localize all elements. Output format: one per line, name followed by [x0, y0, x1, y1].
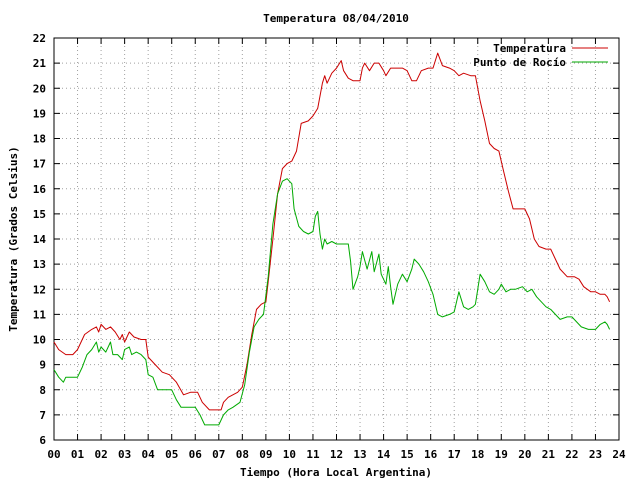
y-tick-label: 7	[39, 409, 46, 422]
y-tick-label: 20	[33, 82, 46, 95]
x-tick-label: 12	[330, 448, 343, 461]
x-tick-label: 08	[236, 448, 249, 461]
x-tick-label: 06	[189, 448, 203, 461]
x-tick-label: 01	[71, 448, 85, 461]
x-tick-label: 21	[542, 448, 556, 461]
x-tick-label: 02	[94, 448, 107, 461]
x-tick-label: 18	[471, 448, 484, 461]
y-tick-label: 8	[39, 384, 46, 397]
x-tick-label: 04	[142, 448, 156, 461]
series-line-0	[53, 52, 611, 411]
grid-lines	[54, 38, 619, 440]
x-tick-label: 19	[495, 448, 508, 461]
y-tick-label: 9	[39, 359, 46, 372]
y-tick-label: 21	[33, 57, 47, 70]
x-tick-label: 05	[165, 448, 178, 461]
y-tick-label: 19	[33, 107, 46, 120]
x-tick-label: 23	[589, 448, 602, 461]
y-tick-labels: 6 7 8 9 10 11 12 13 14 15 16 17 18 19 20 21 22	[33, 32, 47, 447]
y-tick-label: 12	[33, 283, 46, 296]
x-tick-label: 09	[259, 448, 272, 461]
y-tick-label: 13	[33, 258, 46, 271]
tick-marks	[53, 37, 620, 441]
x-tick-label: 16	[424, 448, 438, 461]
y-tick-label: 17	[33, 158, 46, 171]
y-tick-label: 15	[33, 208, 46, 221]
x-tick-label: 14	[377, 448, 391, 461]
x-tick-label: 15	[401, 448, 414, 461]
x-tick-label: 11	[306, 448, 320, 461]
x-tick-label: 10	[283, 448, 296, 461]
x-tick-label: 22	[565, 448, 578, 461]
legend: Temperatura Punto de Rocío	[473, 42, 608, 69]
x-tick-label: 20	[518, 448, 531, 461]
series-layer	[53, 52, 611, 426]
y-tick-label: 11	[33, 308, 47, 321]
legend-label-temperatura: Temperatura	[493, 42, 566, 55]
chart-title: Temperatura 08/04/2010	[263, 12, 409, 25]
y-tick-label: 22	[33, 32, 46, 45]
x-axis-label: Tiempo (Hora Local Argentina)	[240, 466, 432, 479]
y-tick-label: 14	[33, 233, 47, 246]
series-line-1	[53, 178, 611, 426]
y-axis-label: Temperatura (Grados Celsius)	[7, 146, 20, 331]
y-tick-label: 6	[39, 434, 46, 447]
x-tick-label: 13	[353, 448, 366, 461]
y-tick-label: 18	[33, 133, 46, 146]
y-tick-label: 16	[33, 183, 47, 196]
x-tick-label: 03	[118, 448, 131, 461]
y-tick-label: 10	[33, 334, 46, 347]
x-tick-label: 17	[448, 448, 461, 461]
x-tick-labels: 00 01 02 03 04 05 06 07 08 09 10 11 12 13 14 15 16 17 18 19…	[47, 448, 626, 461]
x-tick-label: 00	[47, 448, 60, 461]
x-tick-label: 24	[612, 448, 626, 461]
legend-label-punto-de-rocio: Punto de Rocío	[473, 56, 566, 69]
x-tick-label: 07	[212, 448, 225, 461]
